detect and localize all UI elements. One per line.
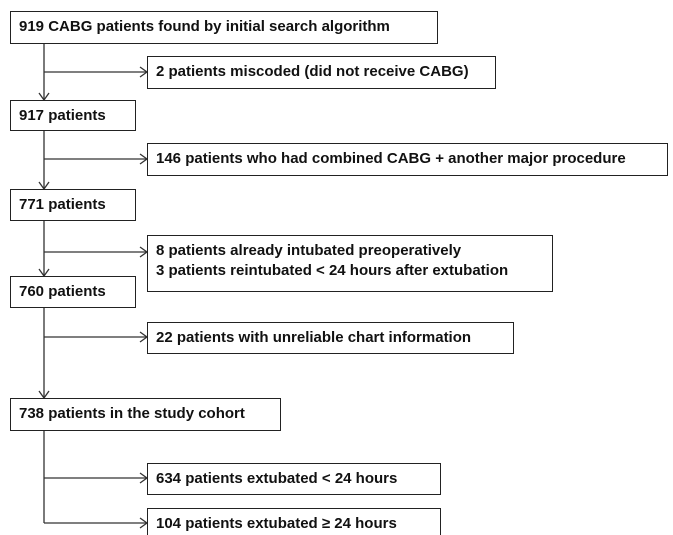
exclusion-box: 146 patients who had combined CABG + ano… xyxy=(147,143,668,176)
step-box: 771 patients xyxy=(10,189,136,221)
exclusion-box: 8 patients already intubated preoperativ… xyxy=(147,235,553,292)
exclusion-text: 146 patients who had combined CABG + ano… xyxy=(156,150,626,167)
step-box: 760 patients xyxy=(10,276,136,308)
step-box: 738 patients in the study cohort xyxy=(10,398,281,431)
exclusion-text: 2 patients miscoded (did not receive CAB… xyxy=(156,63,469,80)
outcome-box: 104 patients extubated ≥ 24 hours xyxy=(147,508,441,535)
outcome-box: 634 patients extubated < 24 hours xyxy=(147,463,441,495)
exclusion-text: 8 patients already intubated preoperativ… xyxy=(156,242,462,259)
exclusion-box: 2 patients miscoded (did not receive CAB… xyxy=(147,56,496,89)
exclusion-text: 22 patients with unreliable chart inform… xyxy=(156,329,472,346)
exclusion-text: 3 patients reintubated < 24 hours after … xyxy=(156,262,509,279)
exclusion-box: 22 patients with unreliable chart inform… xyxy=(147,322,514,354)
step-box: 919 CABG patients found by initial searc… xyxy=(10,11,438,44)
step-box: 917 patients xyxy=(10,100,136,131)
